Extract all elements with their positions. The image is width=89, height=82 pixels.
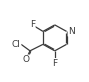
Text: F: F [52,59,57,68]
Text: Cl: Cl [12,40,21,49]
Text: N: N [68,27,75,36]
Text: O: O [22,55,29,64]
Text: F: F [30,20,35,29]
